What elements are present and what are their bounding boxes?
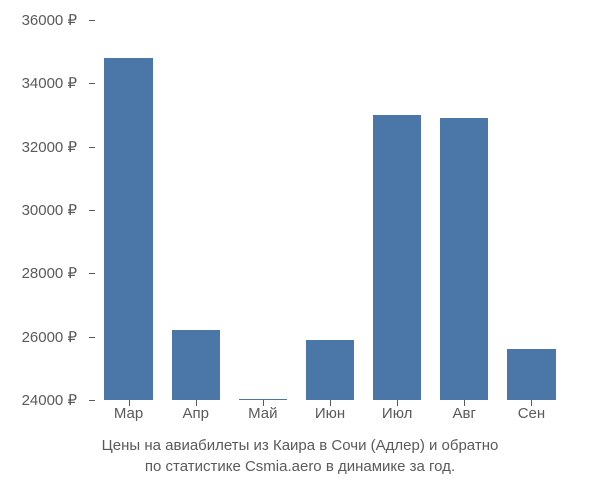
y-tick-label: 28000 ₽ [22, 264, 77, 282]
x-tick-label: Июн [315, 405, 345, 422]
bar [104, 58, 152, 400]
x-tick-mark [129, 400, 130, 406]
x-tick-mark [464, 400, 465, 406]
y-tick-mark [89, 147, 95, 148]
caption-line-1: Цены на авиабилеты из Каира в Сочи (Адле… [20, 435, 580, 456]
x-axis: Мар Апр Май Июн Июл Авг Сен [95, 405, 565, 430]
caption-line-2: по статистике Csmia.aero в динамике за г… [20, 456, 580, 477]
y-tick-label: 36000 ₽ [22, 11, 77, 29]
y-tick-label: 32000 ₽ [22, 138, 77, 156]
y-tick-label: 26000 ₽ [22, 328, 77, 346]
y-axis: 24000 ₽26000 ₽28000 ₽30000 ₽32000 ₽34000… [0, 20, 85, 400]
bar [507, 349, 555, 400]
x-tick-label: Мар [114, 405, 143, 422]
x-tick-label: Авг [453, 405, 476, 422]
x-tick-label: Май [248, 405, 277, 422]
y-tick-mark [89, 337, 95, 338]
y-tick-label: 30000 ₽ [22, 201, 77, 219]
bar [172, 330, 220, 400]
x-tick-mark [397, 400, 398, 406]
chart-caption: Цены на авиабилеты из Каира в Сочи (Адле… [0, 435, 600, 477]
bar [440, 118, 488, 400]
y-tick-mark [89, 20, 95, 21]
y-tick-mark [89, 83, 95, 84]
bar [373, 115, 421, 400]
x-tick-label: Апр [182, 405, 208, 422]
price-chart: 24000 ₽ 26000 ₽ 28000 ₽ 30000 ₽ 32000 ₽ 34000… [0, 0, 600, 500]
plot-area [95, 20, 565, 400]
x-tick-mark [531, 400, 532, 406]
x-tick-mark [196, 400, 197, 406]
y-tick-mark [89, 273, 95, 274]
bar [306, 340, 354, 400]
y-tick-mark [89, 400, 95, 401]
y-tick-label: 34000 ₽ [22, 74, 77, 92]
y-tick-label: 24000 ₽ [22, 391, 77, 409]
x-tick-label: Сен [518, 405, 545, 422]
x-tick-mark [263, 400, 264, 406]
x-tick-mark [330, 400, 331, 406]
y-tick-mark [89, 210, 95, 211]
x-tick-label: Июл [382, 405, 412, 422]
